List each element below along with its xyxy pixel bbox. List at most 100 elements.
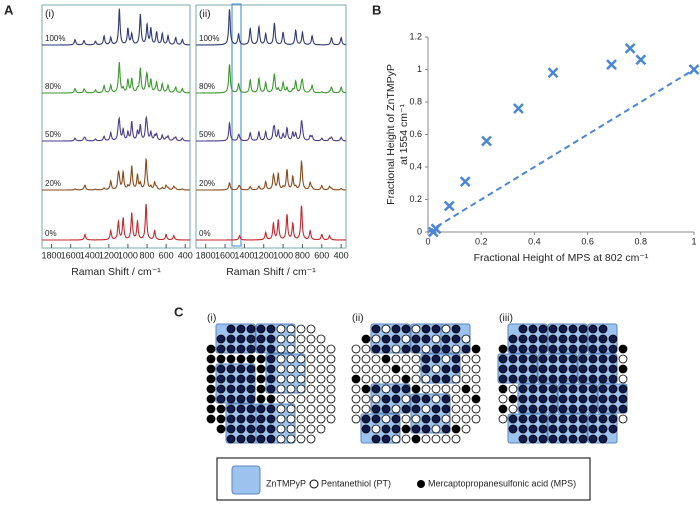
panel-label: B	[372, 2, 381, 17]
mps-molecule	[538, 424, 548, 434]
axis-title: Raman Shift / cm⁻¹	[71, 266, 161, 278]
pt-molecule	[361, 344, 371, 354]
pt-molecule	[451, 344, 461, 354]
pt-molecule	[286, 404, 296, 414]
mps-molecule	[411, 344, 421, 354]
pt-molecule	[471, 404, 481, 414]
mps-molecule	[588, 334, 598, 344]
mps-molecule	[598, 394, 608, 404]
mps-molecule	[578, 394, 588, 404]
mps-molecule	[431, 344, 441, 354]
mps-molecule	[401, 344, 411, 354]
legend-swatch	[309, 479, 319, 489]
pt-molecule	[371, 364, 381, 374]
mps-molecule	[528, 344, 538, 354]
mps-molecule	[226, 324, 236, 334]
spectrum	[196, 64, 346, 94]
mps-molecule	[256, 414, 266, 424]
x-tick-label: 1000	[118, 250, 138, 260]
x-tick-label: 800	[295, 250, 310, 260]
mps-molecule	[401, 374, 411, 384]
pt-molecule	[286, 334, 296, 344]
znt-patch	[215, 363, 256, 404]
mps-molecule	[441, 364, 451, 374]
pt-molecule	[351, 404, 361, 414]
x-tick-label: 600	[314, 250, 329, 260]
mps-molecule	[568, 364, 578, 374]
pt-molecule	[471, 414, 481, 424]
mps-molecule	[568, 374, 578, 384]
mps-molecule	[568, 404, 578, 414]
mps-molecule	[518, 334, 528, 344]
mps-molecule	[518, 424, 528, 434]
trace-label: 100%	[199, 34, 219, 43]
pt-molecule	[381, 364, 391, 374]
trace-label: 20%	[199, 179, 215, 188]
x-tick-label: 0.4	[528, 236, 541, 246]
mps-molecule	[598, 324, 608, 334]
mps-molecule	[588, 434, 598, 444]
mps-molecule	[471, 394, 481, 404]
pt-molecule	[326, 344, 336, 354]
mps-molecule	[518, 324, 528, 334]
subpanel-label: (ii)	[199, 8, 211, 20]
pt-molecule	[316, 384, 326, 394]
mps-molecule	[216, 344, 226, 354]
mps-molecule	[371, 404, 381, 414]
spectrum	[42, 115, 190, 142]
mps-molecule	[598, 334, 608, 344]
mps-molecule	[451, 324, 461, 334]
pt-molecule	[316, 354, 326, 364]
mps-molecule	[206, 414, 216, 424]
mps-molecule	[598, 364, 608, 374]
legend-swatch	[417, 480, 425, 488]
pt-molecule	[276, 424, 286, 434]
mps-molecule	[246, 414, 256, 424]
mps-molecule	[548, 404, 558, 414]
mps-molecule	[528, 404, 538, 414]
mps-molecule	[558, 424, 568, 434]
mps-molecule	[598, 404, 608, 414]
mps-molecule	[608, 374, 618, 384]
mps-molecule	[246, 334, 256, 344]
mps-molecule	[558, 384, 568, 394]
pt-molecule	[431, 384, 441, 394]
pt-molecule	[306, 414, 316, 424]
spectrum	[42, 203, 190, 241]
mps-molecule	[391, 394, 401, 404]
mps-molecule	[216, 384, 226, 394]
pt-molecule	[441, 354, 451, 364]
spectrum	[196, 159, 346, 191]
pt-molecule	[316, 404, 326, 414]
mps-molecule	[538, 364, 548, 374]
mps-molecule	[518, 434, 528, 444]
mps-molecule	[548, 354, 558, 364]
pt-molecule	[381, 374, 391, 384]
pt-molecule	[471, 354, 481, 364]
spectrum	[196, 119, 346, 142]
x-tick-label: 600	[159, 250, 174, 260]
mps-molecule	[266, 394, 276, 404]
mps-molecule	[411, 334, 421, 344]
x-tick-label: 1000	[273, 250, 293, 260]
pt-molecule	[618, 414, 628, 424]
mps-molecule	[206, 344, 216, 354]
mps-molecule	[498, 404, 508, 414]
x-tick-label: 1400	[80, 250, 100, 260]
pt-molecule	[391, 434, 401, 444]
pt-molecule	[461, 394, 471, 404]
mps-molecule	[528, 334, 538, 344]
mps-molecule	[236, 404, 246, 414]
legend-box	[216, 457, 591, 501]
mps-molecule	[236, 374, 246, 384]
mps-molecule	[598, 384, 608, 394]
mps-molecule	[518, 364, 528, 374]
mps-molecule	[441, 424, 451, 434]
mps-molecule	[538, 434, 548, 444]
pt-molecule	[296, 404, 306, 414]
pt-molecule	[391, 344, 401, 354]
pt-molecule	[351, 384, 361, 394]
mps-molecule	[266, 334, 276, 344]
mps-molecule	[266, 384, 276, 394]
panel-label: A	[4, 2, 14, 17]
